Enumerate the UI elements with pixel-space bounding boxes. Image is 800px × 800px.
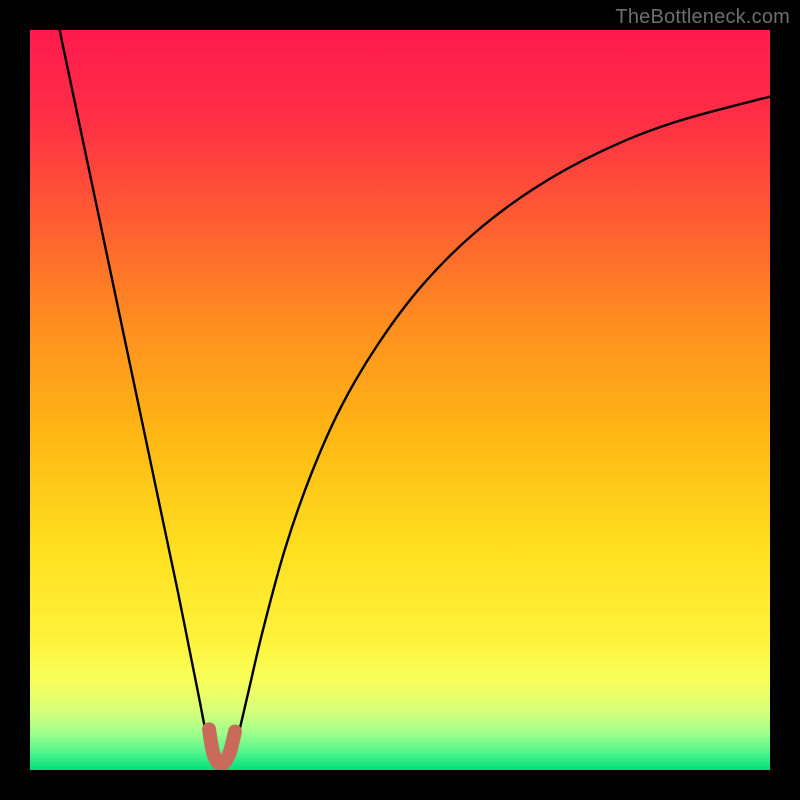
chart-stage: TheBottleneck.com: [0, 0, 800, 800]
plot-svg: [0, 0, 800, 800]
plot-background-gradient: [30, 30, 770, 770]
watermark-text: TheBottleneck.com: [615, 6, 790, 29]
